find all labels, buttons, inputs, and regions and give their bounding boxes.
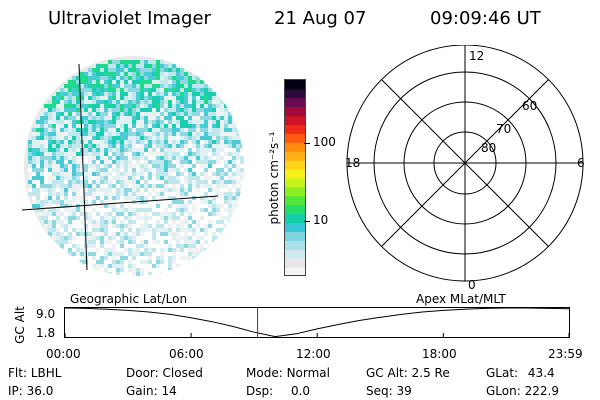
polar-grid: 80 70 60 12 18 6 0 xyxy=(345,45,585,292)
altitude-curve xyxy=(64,307,570,338)
uv-image-pixels xyxy=(28,60,244,276)
seq-field: Seq: 39 xyxy=(366,384,412,398)
geographic-parallel-line xyxy=(22,195,219,211)
colorbar-cell xyxy=(285,178,305,188)
colorbar-cell xyxy=(285,222,305,232)
strip-xtick-3: 18:00 xyxy=(422,347,457,361)
strip-ymin-label: 1.8 xyxy=(36,326,56,340)
gc-alt-field: GC Alt: 2.5 Re xyxy=(366,366,450,380)
observation-date: 21 Aug 07 xyxy=(274,8,367,29)
lat-label-80: 80 xyxy=(481,141,496,155)
filter-field: Flt: LBHL xyxy=(8,366,61,380)
dsp-field: Dsp: 0.0 xyxy=(246,384,310,398)
colorbar-cell xyxy=(285,186,305,197)
colorbar-cell xyxy=(285,213,305,224)
mlt-label-18: 18 xyxy=(345,156,360,170)
dsp-value: 0.0 xyxy=(290,384,311,398)
glon-label: GLon: xyxy=(486,384,521,398)
colorbar-cell xyxy=(285,249,305,259)
ip-field: IP: 36.0 xyxy=(8,384,53,398)
strip-ylabel: GC Alt xyxy=(13,306,27,344)
colorbar-unit-label: photon cm⁻²s⁻¹ xyxy=(267,131,281,225)
colorbar-cell xyxy=(285,195,305,206)
observation-time: 09:09:46 UT xyxy=(430,8,541,29)
colorbar-cell xyxy=(285,240,305,250)
glat-label: GLat: xyxy=(486,366,519,380)
door-label: Door: xyxy=(126,366,159,380)
strip-frame xyxy=(64,307,570,338)
glat-field: GLat: 43.4 xyxy=(486,366,555,380)
strip-ymax-label: 9.0 xyxy=(36,307,56,321)
colorbar-tick-mark xyxy=(304,142,310,144)
ip-value: 36.0 xyxy=(26,384,54,398)
mlt-label-0: 0 xyxy=(468,278,476,292)
mode-value: Normal xyxy=(286,366,330,380)
door-field: Door: Closed xyxy=(126,366,203,380)
seq-label: Seq: xyxy=(366,384,393,398)
colorbar-cell xyxy=(285,169,305,179)
gc-alt-value: 2.5 Re xyxy=(411,366,450,380)
strip-x-ticks xyxy=(64,333,570,337)
glon-field: GLon: 222.9 xyxy=(486,384,559,398)
gc-alt-label: GC Alt: xyxy=(366,366,408,380)
uv-image xyxy=(22,56,244,276)
colorbar-cell xyxy=(285,133,305,143)
glon-value: 222.9 xyxy=(524,384,559,398)
door-value: Closed xyxy=(162,366,203,380)
colorbar-cell xyxy=(285,258,305,268)
colorbar-tick-label: 100 xyxy=(313,134,336,149)
strip-xtick-4: 23:59 xyxy=(548,347,583,361)
instrument-title: Ultraviolet Imager xyxy=(48,8,211,29)
colorbar-cell xyxy=(285,97,305,108)
strip-right-title: Apex MLat/MLT xyxy=(416,292,506,306)
strip-xtick-1: 06:00 xyxy=(169,347,204,361)
mode-label: Mode: xyxy=(246,366,283,380)
filter-label: Flt: xyxy=(8,366,27,380)
ip-label: IP: xyxy=(8,384,23,398)
colorbar-cell xyxy=(285,80,305,90)
colorbar-cell xyxy=(285,204,305,215)
colorbar-cell xyxy=(285,231,305,241)
colorbar-cell xyxy=(285,142,305,152)
geographic-meridian-line xyxy=(78,63,88,271)
colorbar-cell xyxy=(285,124,305,134)
strip-xtick-2: 12:00 xyxy=(296,347,331,361)
strip-xtick-0: 00:00 xyxy=(46,347,81,361)
gain-label: Gain: xyxy=(126,384,158,398)
glat-value: 43.4 xyxy=(527,366,555,380)
strip-left-title: Geographic Lat/Lon xyxy=(70,292,188,306)
polar-diagonal-2 xyxy=(381,79,549,247)
colorbar-cell xyxy=(285,115,305,126)
mlt-label-6: 6 xyxy=(577,156,585,170)
colorbar-tick-mark xyxy=(304,221,310,223)
colorbar xyxy=(284,79,306,277)
lat-label-70: 70 xyxy=(496,122,511,136)
colorbar-cell xyxy=(285,88,305,99)
gain-value: 14 xyxy=(161,384,177,398)
colorbar-cell xyxy=(285,160,305,170)
altitude-strip-plot xyxy=(64,307,570,338)
colorbar-cell xyxy=(285,151,305,161)
colorbar-tick-label: 10 xyxy=(313,213,329,228)
dsp-label: Dsp: xyxy=(246,384,274,398)
seq-value: 39 xyxy=(396,384,412,398)
lat-label-60: 60 xyxy=(522,99,537,113)
mlt-label-12: 12 xyxy=(469,49,484,63)
gain-field: Gain: 14 xyxy=(126,384,177,398)
filter-value: LBHL xyxy=(30,366,62,380)
mode-field: Mode: Normal xyxy=(246,366,330,380)
colorbar-cell xyxy=(285,106,305,117)
colorbar-cell xyxy=(285,267,305,277)
